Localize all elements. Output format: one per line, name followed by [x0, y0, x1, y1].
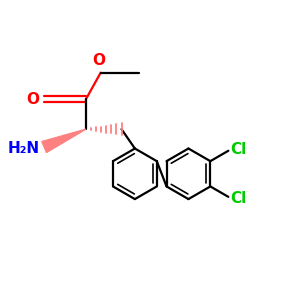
Text: H₂N: H₂N: [8, 141, 40, 156]
Polygon shape: [42, 129, 86, 152]
Text: Cl: Cl: [230, 191, 246, 206]
Text: O: O: [93, 53, 106, 68]
Text: O: O: [27, 92, 40, 107]
Text: Cl: Cl: [230, 142, 246, 157]
